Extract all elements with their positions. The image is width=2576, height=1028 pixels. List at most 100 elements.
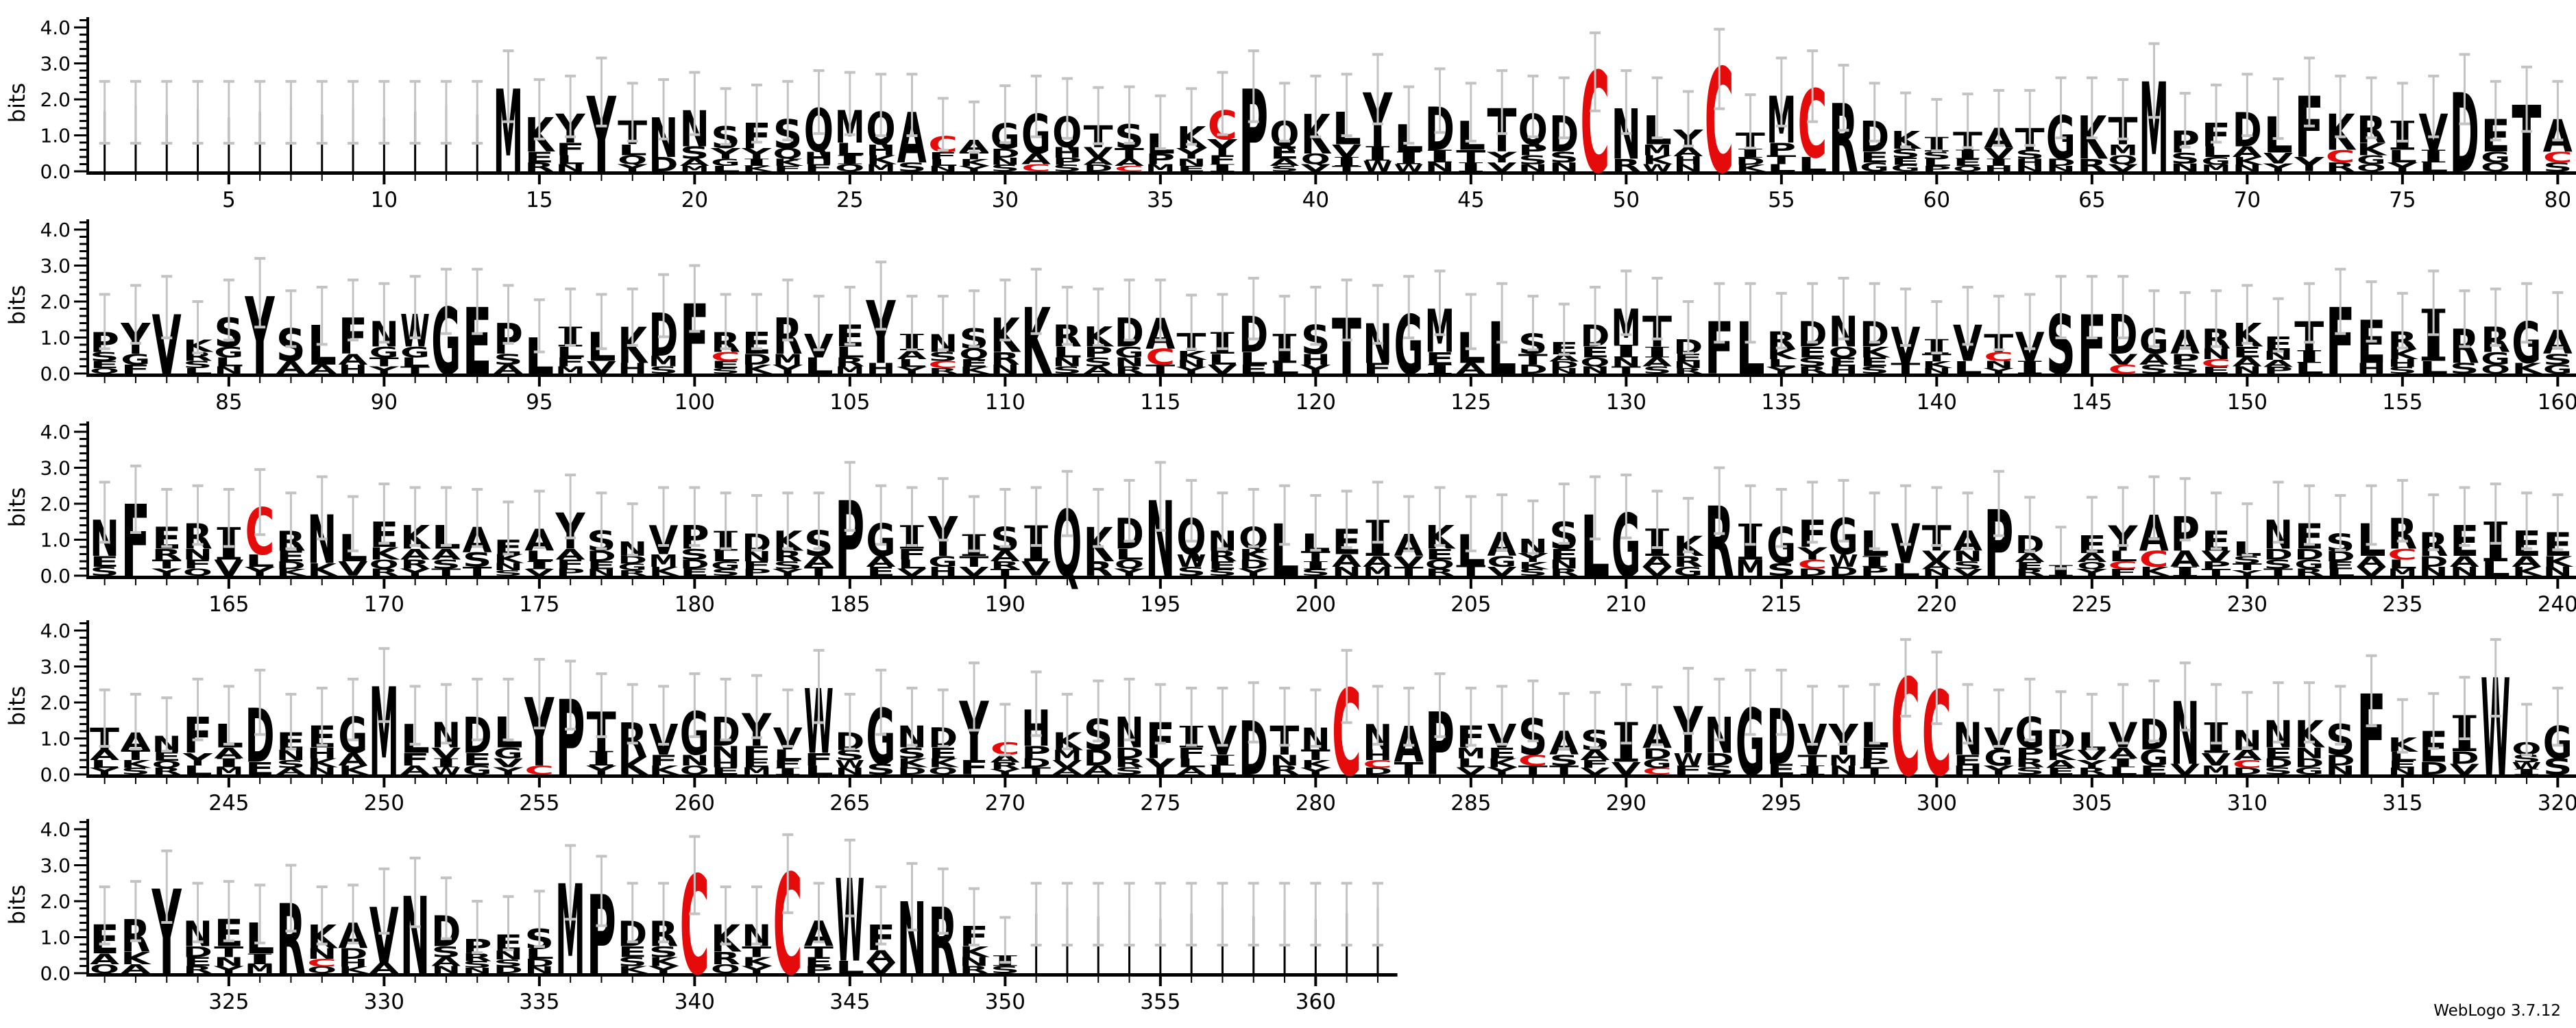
svg-text:Y: Y [1145, 754, 1176, 780]
svg-text:Y: Y [151, 567, 182, 578]
svg-text:3.0: 3.0 [40, 457, 71, 480]
svg-text:L: L [835, 139, 864, 159]
svg-text:D: D [183, 944, 212, 961]
svg-text:N: N [307, 945, 337, 962]
svg-text:H: H [2357, 360, 2386, 377]
svg-text:R: R [991, 559, 1020, 572]
svg-text:C: C [1145, 344, 1175, 370]
svg-text:L: L [835, 957, 864, 977]
svg-text:L: L [1239, 349, 1268, 369]
svg-text:M: M [214, 766, 243, 777]
svg-text:T: T [463, 564, 492, 578]
svg-text:I: I [2419, 147, 2449, 167]
svg-text:E: E [1580, 344, 1609, 361]
svg-text:R: R [959, 964, 988, 976]
svg-text:S: S [1705, 763, 1734, 777]
svg-text:S: S [1549, 752, 1579, 769]
svg-text:A: A [2109, 745, 2138, 762]
svg-text:D: D [1736, 156, 1765, 167]
svg-text:S: S [2263, 557, 2293, 572]
svg-text:Q: Q [835, 162, 864, 174]
svg-text:S: S [618, 955, 647, 969]
svg-text:Q: Q [369, 557, 399, 572]
svg-text:V: V [2450, 761, 2479, 778]
svg-text:S: S [1642, 365, 1672, 376]
weblogo-version-label: WebLogo 3.7.12 [2433, 1002, 2561, 1020]
svg-text:Y: Y [617, 162, 648, 174]
svg-text:E: E [2139, 763, 2169, 777]
svg-text:R: R [183, 964, 212, 976]
svg-text:F: F [556, 557, 585, 572]
svg-text:45: 45 [1457, 188, 1484, 212]
svg-text:T: T [1394, 564, 1424, 578]
svg-text:N: N [587, 567, 616, 578]
svg-text:E: E [1860, 149, 1889, 166]
svg-text:Q: Q [90, 367, 119, 376]
svg-text:F: F [1860, 745, 1889, 762]
svg-text:F: F [897, 546, 927, 563]
svg-text:R: R [773, 548, 803, 565]
svg-text:320: 320 [2538, 791, 2576, 816]
svg-text:Q: Q [2481, 160, 2510, 174]
svg-text:C: C [2201, 357, 2231, 369]
svg-text:80: 80 [2544, 188, 2571, 212]
svg-text:195: 195 [1140, 592, 1180, 617]
svg-text:I: I [1301, 559, 1330, 572]
svg-text:T: T [400, 365, 430, 376]
svg-text:F: F [400, 750, 430, 770]
svg-text:I: I [1332, 154, 1361, 169]
svg-text:I: I [742, 157, 771, 169]
svg-text:I: I [1425, 147, 1455, 167]
svg-text:V: V [214, 555, 243, 581]
svg-text:H: H [618, 360, 647, 377]
svg-text:Q: Q [307, 965, 337, 975]
svg-text:C: C [2387, 546, 2417, 563]
svg-text:K: K [1860, 344, 1891, 361]
svg-text:M: M [1456, 745, 1485, 762]
svg-text:N: N [1425, 160, 1455, 174]
svg-text:360: 360 [1296, 990, 1336, 1014]
svg-text:D: D [897, 766, 927, 777]
svg-text:D: D [2419, 759, 2449, 779]
svg-text:Y: Y [959, 164, 990, 173]
svg-text:0.0: 0.0 [40, 565, 71, 587]
svg-text:4.0: 4.0 [40, 219, 71, 241]
svg-text:I: I [1953, 147, 1982, 162]
svg-text:Q: Q [618, 153, 647, 167]
svg-text:115: 115 [1140, 390, 1180, 415]
svg-text:D: D [2263, 756, 2293, 770]
svg-text:N: N [959, 955, 988, 969]
svg-text:W: W [1642, 162, 1672, 174]
svg-text:Y: Y [1238, 567, 1269, 578]
svg-text:F: F [556, 355, 585, 369]
svg-text:F: F [773, 758, 803, 770]
svg-text:L: L [711, 164, 740, 173]
svg-text:Y: Y [1983, 763, 2014, 777]
svg-text:T: T [1456, 147, 1485, 167]
svg-text:T: T [804, 564, 834, 578]
svg-text:2.0: 2.0 [40, 88, 71, 111]
svg-text:P: P [1145, 151, 1175, 168]
svg-text:E: E [2326, 559, 2355, 572]
svg-text:E: E [1891, 156, 1920, 167]
svg-text:bits: bits [4, 686, 30, 726]
svg-text:Y: Y [1207, 134, 1238, 160]
svg-text:G: G [2201, 155, 2231, 167]
svg-text:295: 295 [1761, 791, 1801, 816]
svg-text:Q: Q [1829, 344, 1858, 361]
svg-text:V: V [524, 567, 554, 578]
svg-text:Q: Q [711, 962, 740, 976]
svg-text:D: D [2233, 766, 2262, 776]
svg-text:350: 350 [985, 990, 1025, 1014]
svg-text:T: T [1301, 549, 1330, 565]
svg-text:I: I [431, 756, 461, 770]
svg-text:V: V [1021, 558, 1051, 580]
svg-text:A: A [1021, 151, 1051, 168]
svg-text:N: N [1518, 162, 1548, 174]
svg-text:N: N [1953, 548, 1982, 565]
svg-text:Y: Y [710, 145, 741, 162]
svg-text:T: T [1766, 153, 1796, 167]
svg-text:V: V [1612, 759, 1641, 779]
svg-text:N: N [711, 742, 740, 762]
svg-text:A: A [2450, 553, 2479, 570]
